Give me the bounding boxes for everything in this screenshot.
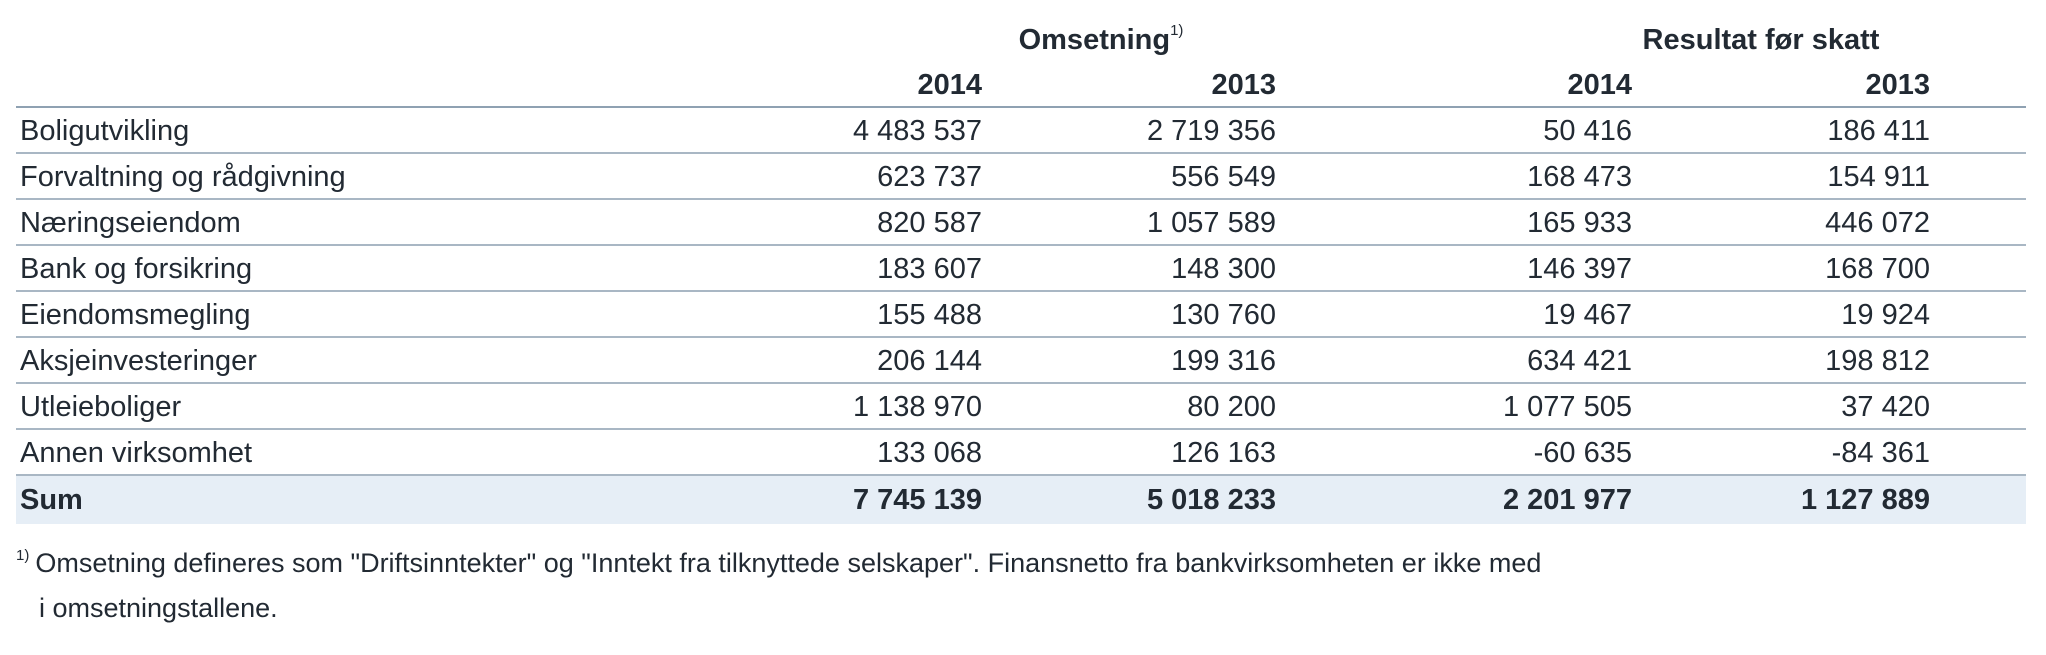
cell-om-2013: 130 760 [1171,299,1276,331]
cell-res-2014: -60 635 [1533,437,1632,469]
cell-om-2014: 183 607 [877,253,982,285]
footnote-text-line1: Omsetning defineres som "Driftsinntekter… [35,548,1542,578]
cell-res-2013: 154 911 [1827,161,1930,193]
table-row: Boligutvikling 4 483 537 2 719 356 50 41… [16,108,2026,154]
financial-table: Omsetning1) Resultat før skatt 2014 2013… [16,18,2026,524]
cell-res-2013: 168 700 [1825,253,1930,285]
sum-res-2014: 2 201 977 [1502,484,1632,516]
footnote-mark: 1) [16,547,30,564]
group-header-resultat: Resultat før skatt [1642,24,1880,56]
year-header-row: 2014 2013 2014 2013 [16,62,2026,108]
cell-om-2013: 80 200 [1187,391,1276,423]
row-label: Aksjeinvesteringer [20,345,257,377]
cell-om-2014: 155 488 [877,299,982,331]
sum-om-2014: 7 745 139 [852,484,982,516]
group-header-omsetning: Omsetning1) [956,18,1246,62]
year-om-2014: 2014 [917,69,982,101]
cell-res-2013: 446 072 [1825,207,1930,239]
cell-res-2013: 19 924 [1841,299,1930,331]
cell-om-2013: 556 549 [1171,161,1276,193]
cell-res-2014: 165 933 [1527,207,1632,239]
row-label: Bank og forsikring [20,253,253,285]
cell-om-2013: 2 719 356 [1146,115,1276,147]
table-row: Annen virksomhet 133 068 126 163 -60 635… [16,430,2026,476]
sum-row: Sum 7 745 139 5 018 233 2 201 977 1 127 … [16,476,2026,524]
row-label: Næringseiendom [20,207,241,239]
footnote-text-line2: i omsetningstallene. [39,593,278,623]
sum-om-2013: 5 018 233 [1146,484,1276,516]
row-label: Annen virksomhet [20,437,253,469]
table-row: Utleieboliger 1 138 970 80 200 1 077 505… [16,384,2026,430]
row-label: Boligutvikling [20,115,190,147]
sum-res-2013: 1 127 889 [1800,484,1930,516]
row-label: Utleieboliger [20,391,182,423]
cell-om-2013: 148 300 [1171,253,1276,285]
row-label: Eiendomsmegling [20,299,251,331]
cell-res-2014: 19 467 [1543,299,1632,331]
footnote: 1) Omsetning defineres som "Driftsinntekt… [16,541,1996,631]
cell-res-2014: 146 397 [1527,253,1632,285]
footnote-ref: 1) [1170,22,1184,39]
cell-res-2013: -84 361 [1831,437,1930,469]
table-row: Bank og forsikring 183 607 148 300 146 3… [16,246,2026,292]
cell-om-2014: 820 587 [877,207,982,239]
cell-om-2014: 4 483 537 [852,115,982,147]
cell-om-2014: 206 144 [877,345,982,377]
cell-res-2013: 186 411 [1827,115,1930,147]
group-omsetning-label: Omsetning [1018,24,1171,56]
cell-om-2013: 199 316 [1171,345,1276,377]
table-row: Aksjeinvesteringer 206 144 199 316 634 4… [16,338,2026,384]
cell-res-2013: 198 812 [1825,345,1930,377]
cell-res-2014: 1 077 505 [1502,391,1632,423]
table-row: Eiendomsmegling 155 488 130 760 19 467 1… [16,292,2026,338]
table-row: Næringseiendom 820 587 1 057 589 165 933… [16,200,2026,246]
cell-res-2014: 50 416 [1543,115,1632,147]
cell-om-2014: 1 138 970 [852,391,982,423]
cell-om-2014: 133 068 [877,437,982,469]
table-row: Forvaltning og rådgivning 623 737 556 54… [16,154,2026,200]
year-res-2014: 2014 [1567,69,1632,101]
group-header-row: Omsetning1) Resultat før skatt [16,18,2026,62]
cell-om-2014: 623 737 [877,161,982,193]
cell-om-2013: 1 057 589 [1146,207,1276,239]
row-label: Forvaltning og rådgivning [20,161,346,193]
cell-res-2014: 634 421 [1527,345,1632,377]
year-om-2013: 2013 [1211,69,1276,101]
sum-label: Sum [20,484,83,516]
cell-res-2014: 168 473 [1527,161,1632,193]
cell-om-2013: 126 163 [1171,437,1276,469]
year-res-2013: 2013 [1865,69,1930,101]
cell-res-2013: 37 420 [1841,391,1930,423]
